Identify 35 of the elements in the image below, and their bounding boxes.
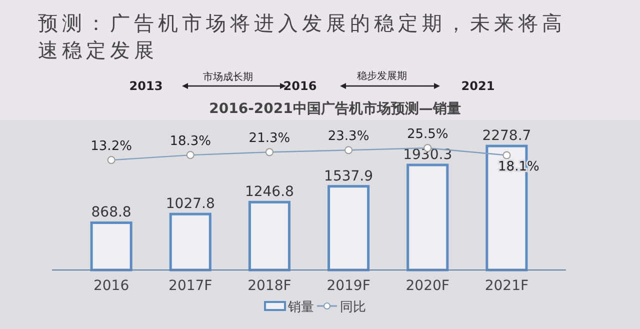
chart-subtitle: 2016-2021中国广告机市场预测—销量: [209, 100, 461, 117]
data-label: 868.8: [91, 204, 132, 221]
point: [502, 151, 511, 160]
text: 2016: [283, 79, 317, 93]
bar: [169, 212, 212, 272]
text: 市场成长期: [203, 71, 253, 83]
point: [344, 146, 353, 154]
text: 2021: [461, 79, 495, 93]
bar: [328, 185, 370, 272]
data-label: 1537.9: [324, 168, 374, 184]
point: [265, 148, 274, 156]
x-tick-label: 2020F: [406, 278, 450, 294]
data-label: 18.3%: [170, 134, 212, 150]
data-label: 13.2%: [90, 139, 132, 154]
text: 稳步发展期: [357, 70, 407, 82]
chart-title: 预测：广告机市场将进入发展的稳定期，未来将高速稳定发展: [38, 11, 566, 62]
data-label: 1246.8: [244, 184, 294, 200]
data-label: 2278.7: [482, 128, 532, 144]
data-label: 25.5%: [406, 127, 448, 142]
bar: [90, 221, 132, 272]
text: 2013: [129, 79, 163, 93]
x-tick-label: 2021F: [484, 278, 529, 294]
data-label: 23.3%: [328, 129, 370, 144]
bar: [248, 200, 290, 272]
data-label: 1027.8: [166, 196, 215, 212]
bar: [406, 164, 449, 272]
point: [186, 151, 194, 160]
data-label: 21.3%: [248, 131, 290, 146]
x-tick-label: 2019F: [326, 278, 370, 294]
legend-label: 销量: [287, 300, 314, 315]
x-tick-label: 2017F: [168, 278, 212, 294]
x-tick-label: 2018F: [248, 278, 292, 294]
legend-label: 同比: [340, 300, 366, 315]
point: [107, 156, 116, 164]
x-tick-label: 2016: [93, 278, 130, 294]
